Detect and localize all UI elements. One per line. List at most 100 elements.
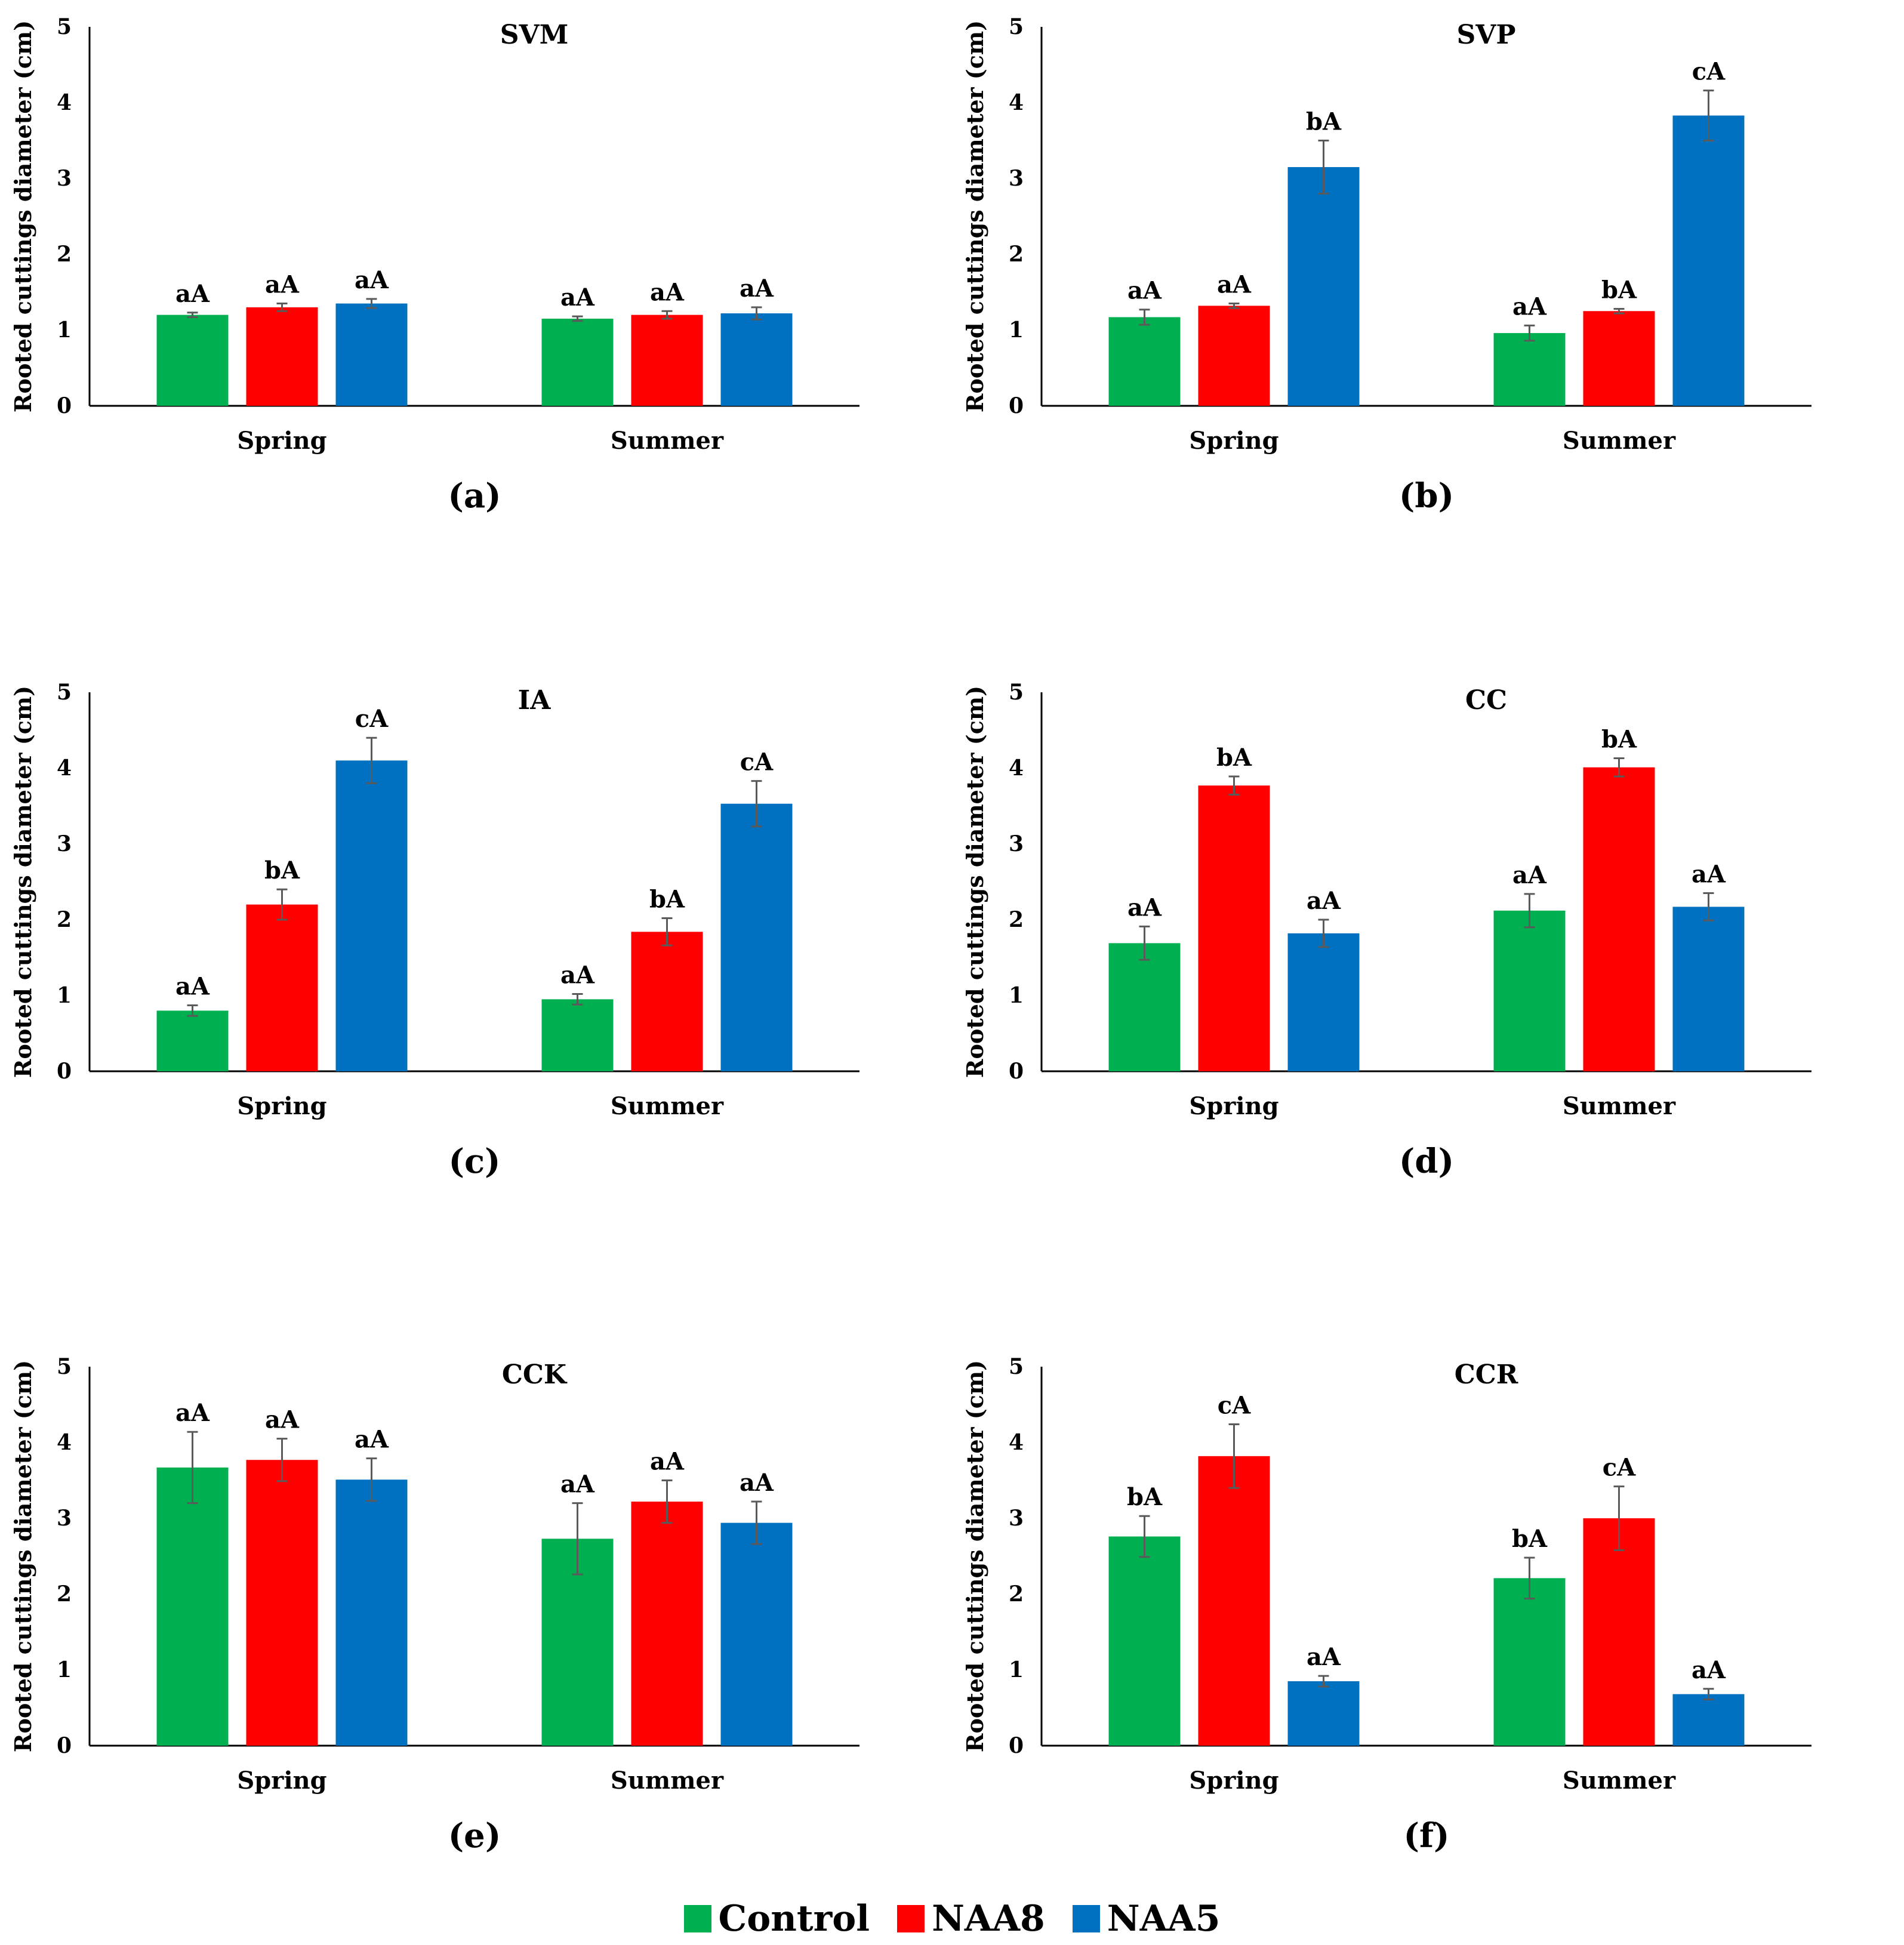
y-tick-label-1: 1: [57, 318, 72, 343]
y-axis-label: Rooted cuttings diameter (cm): [10, 686, 36, 1078]
significance-letter-control-summer: aA: [560, 283, 595, 312]
y-tick-label-5: 5: [1009, 680, 1024, 705]
y-tick-label-0: 0: [57, 1733, 72, 1758]
chart-panel-cc: 0 1 2 3 4 5 Rooted cuttings diameter (cm) CC aA b…: [962, 680, 1811, 1181]
significance-letter-naa8-spring: aA: [265, 1406, 300, 1434]
significance-letter-naa8-summer: bA: [1601, 725, 1637, 753]
y-tick-label-3: 3: [1009, 166, 1024, 191]
bar-naa5-spring: [335, 303, 408, 406]
bar-naa8-summer: [631, 932, 703, 1071]
y-tick-label-3: 3: [1009, 831, 1024, 856]
y-tick-label-4: 4: [57, 90, 72, 115]
category-label-spring: Spring: [1189, 427, 1278, 455]
y-tick-label-1: 1: [1009, 983, 1024, 1008]
significance-letter-control-spring: bA: [1127, 1483, 1163, 1511]
chart-title: SVP: [1457, 20, 1516, 50]
bar-control-summer: [1493, 910, 1566, 1071]
panel-label: (f): [1403, 1816, 1449, 1855]
y-tick-label-2: 2: [57, 242, 72, 267]
y-tick-label-5: 5: [57, 14, 72, 39]
y-tick-label-2: 2: [1009, 242, 1024, 267]
category-label-summer: Summer: [611, 427, 724, 455]
legend-item-control: Control: [683, 1898, 870, 1940]
bar-naa5-summer: [720, 1522, 793, 1746]
significance-letter-naa5-summer: aA: [740, 1469, 774, 1497]
significance-letter-naa8-summer: aA: [650, 1448, 685, 1476]
y-axis-label: Rooted cuttings diameter (cm): [962, 1360, 988, 1752]
significance-letter-naa8-spring: bA: [1216, 744, 1252, 772]
bar-control-summer: [541, 318, 614, 406]
bar-naa5-summer: [720, 313, 793, 406]
legend-swatch-control: [683, 1905, 711, 1932]
significance-letter-naa5-spring: aA: [355, 266, 389, 294]
bar-naa5-summer: [720, 803, 793, 1071]
y-tick-label-4: 4: [1009, 90, 1024, 115]
significance-letter-naa8-summer: bA: [1601, 276, 1637, 304]
legend-item-naa5: NAA5: [1072, 1898, 1221, 1940]
legend-swatch-naa5: [1072, 1905, 1100, 1932]
y-tick-label-2: 2: [1009, 907, 1024, 932]
bar-naa5-spring: [335, 760, 408, 1071]
legend: Control NAA8 NAA5: [0, 1895, 1904, 1943]
chart-title: CC: [1465, 685, 1507, 716]
bar-control-spring: [156, 315, 229, 406]
y-tick-label-5: 5: [1009, 14, 1024, 39]
bar-control-spring: [1108, 1536, 1181, 1746]
y-tick-label-3: 3: [57, 831, 72, 856]
chart-panel-cck: 0 1 2 3 4 5 Rooted cuttings diameter (cm) CCK aA…: [10, 1354, 859, 1855]
y-axis-label: Rooted cuttings diameter (cm): [10, 1360, 36, 1752]
significance-letter-naa5-summer: aA: [740, 275, 774, 303]
bar-naa8-spring: [246, 1460, 318, 1746]
significance-letter-control-summer: aA: [560, 961, 595, 989]
significance-letter-naa5-summer: cA: [1692, 58, 1726, 86]
y-tick-label-2: 2: [1009, 1582, 1024, 1607]
bar-naa8-summer: [631, 1502, 703, 1746]
bar-naa8-summer: [631, 315, 703, 406]
bar-naa5-summer: [1672, 1694, 1745, 1746]
bar-control-spring: [156, 1010, 229, 1071]
bar-naa8-summer: [1583, 311, 1655, 406]
significance-letter-naa5-spring: cA: [355, 705, 389, 733]
bar-naa8-spring: [1198, 306, 1270, 406]
y-tick-label-4: 4: [57, 756, 72, 781]
chart-panel-svp: 0 1 2 3 4 5 Rooted cuttings diameter (cm) SVP aA…: [962, 14, 1811, 516]
legend-swatch-naa8: [897, 1905, 925, 1932]
y-tick-label-0: 0: [1009, 1733, 1024, 1758]
significance-letter-control-spring: aA: [175, 973, 210, 1001]
y-tick-label-4: 4: [1009, 1430, 1024, 1455]
y-tick-label-1: 1: [1009, 1657, 1024, 1682]
category-label-summer: Summer: [1563, 1092, 1676, 1120]
significance-letter-naa8-spring: bA: [264, 856, 300, 884]
chart-panel-ia: 0 1 2 3 4 5 Rooted cuttings diameter (cm) IA aA b…: [10, 680, 859, 1181]
bar-control-spring: [1108, 943, 1181, 1071]
chart-panel-svm: 0 1 2 3 4 5 Rooted cuttings diameter (cm) SVM aA…: [10, 14, 859, 516]
y-tick-label-5: 5: [1009, 1354, 1024, 1379]
bar-naa5-spring: [1287, 1681, 1360, 1746]
bar-naa5-summer: [1672, 907, 1745, 1071]
bar-control-spring: [1108, 317, 1181, 406]
panel-label: (a): [448, 476, 501, 516]
bar-control-summer: [1493, 333, 1566, 406]
legend-label-naa5: NAA5: [1107, 1898, 1221, 1940]
significance-letter-control-summer: aA: [1512, 861, 1547, 889]
significance-letter-control-spring: aA: [1127, 277, 1162, 305]
category-label-summer: Summer: [611, 1092, 724, 1120]
significance-letter-naa5-spring: bA: [1306, 108, 1342, 136]
significance-letter-naa5-spring: aA: [355, 1426, 389, 1454]
legend-item-naa8: NAA8: [897, 1898, 1045, 1940]
significance-letter-naa5-summer: cA: [740, 748, 774, 776]
significance-letter-naa8-summer: cA: [1603, 1454, 1636, 1482]
significance-letter-control-summer: aA: [560, 1471, 595, 1499]
category-label-summer: Summer: [1563, 1767, 1676, 1795]
y-tick-label-1: 1: [1009, 318, 1024, 343]
category-label-summer: Summer: [611, 1767, 724, 1795]
y-tick-label-0: 0: [57, 393, 72, 418]
y-tick-label-0: 0: [57, 1059, 72, 1084]
bar-control-summer: [541, 999, 614, 1071]
significance-letter-control-spring: aA: [1127, 893, 1162, 921]
category-label-summer: Summer: [1563, 427, 1676, 455]
significance-letter-naa8-spring: aA: [1217, 271, 1252, 299]
y-tick-label-3: 3: [1009, 1506, 1024, 1531]
significance-letter-control-summer: bA: [1512, 1525, 1548, 1553]
